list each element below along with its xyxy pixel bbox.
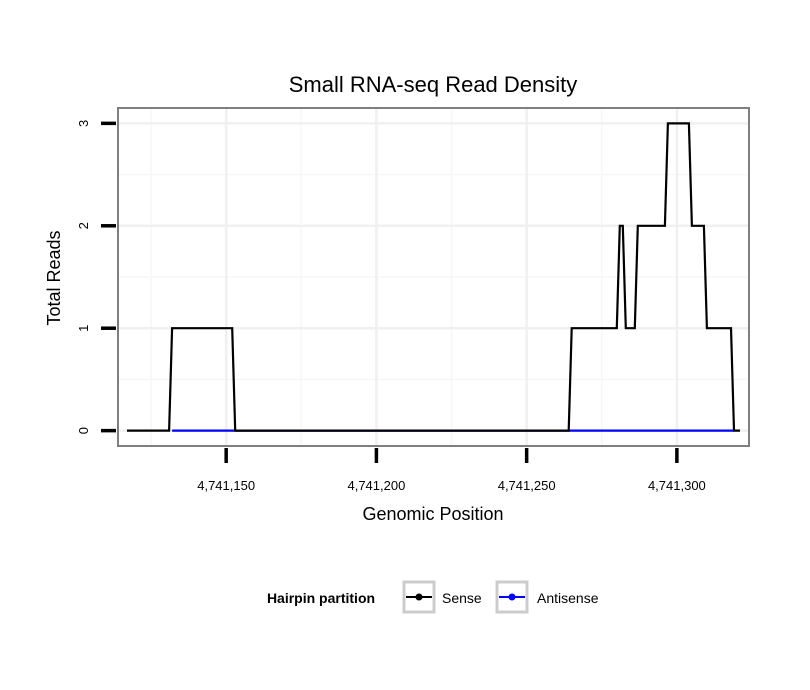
x-axis-title: Genomic Position: [362, 504, 503, 524]
x-tick-label: 4,741,150: [197, 478, 255, 493]
legend-label-sense: Sense: [442, 590, 482, 606]
series-layer: [127, 122, 740, 432]
legend-title: Hairpin partition: [267, 590, 375, 606]
x-tick-label: 4,741,300: [648, 478, 706, 493]
x-tick-label: 4,741,200: [347, 478, 405, 493]
y-axis-title: Total Reads: [44, 230, 64, 325]
legend-point-sense: [415, 593, 423, 601]
legend-point-antisense: [508, 593, 516, 601]
x-axis: 4,741,150 4,741,200 4,741,250 4,741,300: [197, 448, 706, 493]
series-line-sense: [127, 122, 740, 432]
legend-item-sense: Sense: [402, 580, 482, 614]
y-tick-label: 3: [76, 120, 91, 127]
y-tick-label: 0: [76, 427, 91, 434]
y-axis: 0 1 2 3: [76, 120, 116, 434]
legend-label-antisense: Antisense: [537, 590, 599, 606]
chart-title: Small RNA-seq Read Density: [289, 72, 578, 97]
y-tick-label: 2: [76, 222, 91, 229]
plot-border: [117, 107, 750, 447]
legend-item-antisense: Antisense: [495, 580, 599, 614]
gridlines: [118, 108, 749, 446]
y-tick-label: 1: [76, 325, 91, 332]
x-tick-label: 4,741,250: [498, 478, 556, 493]
legend: Hairpin partition Sense Antisense: [267, 580, 599, 614]
